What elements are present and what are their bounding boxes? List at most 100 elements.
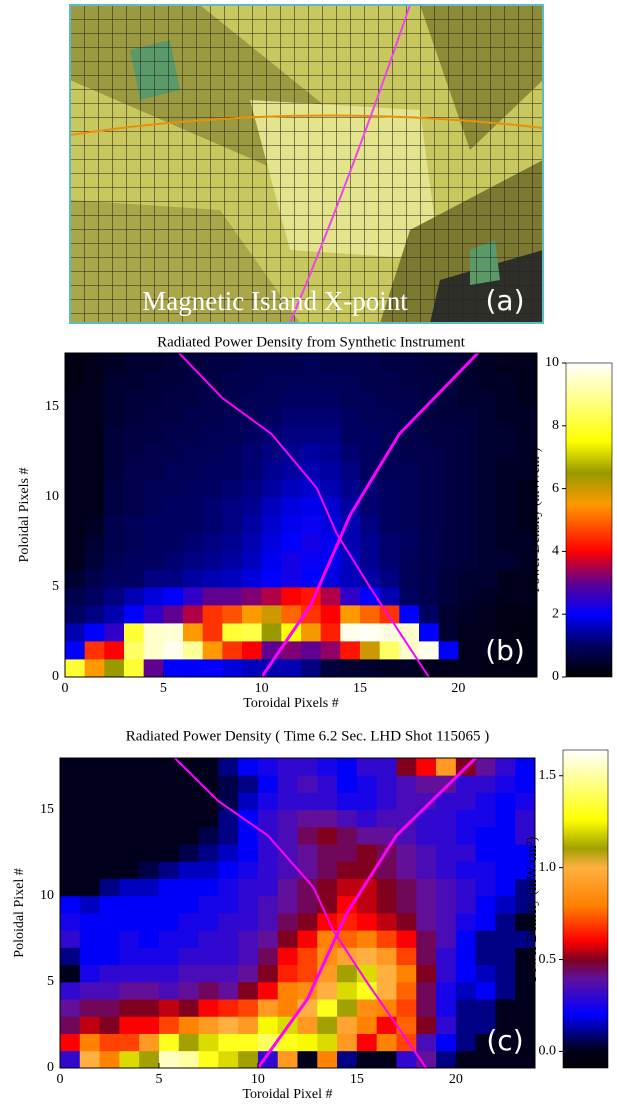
heat-cell xyxy=(144,407,164,425)
colorbar xyxy=(563,750,608,1068)
heat-cell xyxy=(60,827,80,845)
heat-cell xyxy=(495,982,515,1000)
heat-cell xyxy=(222,569,242,587)
heat-cell xyxy=(104,353,124,371)
heat-cell xyxy=(399,587,419,605)
heat-cell xyxy=(60,1034,80,1052)
heat-cell xyxy=(416,758,436,776)
heat-cell xyxy=(218,844,238,862)
colorbar-label: Power Density (mW/cm²) xyxy=(525,836,540,981)
heat-cell xyxy=(139,879,159,897)
heat-cell xyxy=(104,461,124,479)
colorbar-tick-label: 0 xyxy=(552,669,559,684)
heat-cell xyxy=(396,896,416,914)
heat-cell xyxy=(124,461,144,479)
heat-cell xyxy=(317,982,337,1000)
heat-cell xyxy=(183,461,203,479)
heat-cell xyxy=(281,587,301,605)
heat-cell xyxy=(163,443,183,461)
heat-cell xyxy=(159,844,179,862)
heat-cell xyxy=(357,844,377,862)
heat-cell xyxy=(337,999,357,1017)
heat-cell xyxy=(124,497,144,515)
heat-cell xyxy=(456,947,476,965)
heat-cell xyxy=(242,551,262,569)
heat-cell xyxy=(65,407,85,425)
heat-cell xyxy=(281,371,301,389)
heat-cell xyxy=(60,1016,80,1034)
heat-cell xyxy=(357,965,377,983)
heat-cell xyxy=(476,930,496,948)
heat-cell xyxy=(258,861,278,879)
heat-cell xyxy=(439,371,459,389)
heat-cell xyxy=(317,758,337,776)
heat-cell xyxy=(458,389,478,407)
heat-cell xyxy=(337,879,357,897)
heat-cell xyxy=(218,1034,238,1052)
heat-cell xyxy=(80,999,100,1017)
heat-cell xyxy=(498,587,518,605)
heat-cell xyxy=(199,792,219,810)
heat-cell xyxy=(119,947,139,965)
heat-cell xyxy=(139,999,159,1017)
heat-cell xyxy=(360,605,380,623)
heat-cell xyxy=(281,515,301,533)
heat-cell xyxy=(377,930,397,948)
heat-cell xyxy=(139,965,159,983)
heat-cell xyxy=(396,999,416,1017)
heat-cell xyxy=(416,1016,436,1034)
heat-cell xyxy=(380,371,400,389)
heat-cell xyxy=(456,930,476,948)
heat-cell xyxy=(495,947,515,965)
heat-cell xyxy=(321,443,341,461)
heat-cell xyxy=(416,879,436,897)
heat-cell xyxy=(218,930,238,948)
heat-cell xyxy=(65,515,85,533)
heat-cell xyxy=(179,792,199,810)
heat-cell xyxy=(163,641,183,659)
heat-cell xyxy=(495,913,515,931)
heat-cell xyxy=(498,443,518,461)
heat-cell xyxy=(222,371,242,389)
heat-cell xyxy=(100,947,120,965)
heat-cell xyxy=(65,605,85,623)
heat-cell xyxy=(179,1016,199,1034)
heat-cell xyxy=(242,425,262,443)
heat-cell xyxy=(458,425,478,443)
heat-cell xyxy=(360,389,380,407)
heat-cell xyxy=(298,947,318,965)
heat-cell xyxy=(298,913,318,931)
heat-cell xyxy=(337,775,357,793)
heat-cell xyxy=(163,515,183,533)
heat-cell xyxy=(380,551,400,569)
heat-cell xyxy=(337,1034,357,1052)
heat-cell xyxy=(65,497,85,515)
heat-cell xyxy=(238,827,258,845)
heat-cell xyxy=(203,515,223,533)
heat-cell xyxy=(416,775,436,793)
heat-cell xyxy=(163,623,183,641)
heat-cell xyxy=(416,844,436,862)
heat-cell xyxy=(340,443,360,461)
heat-cell xyxy=(439,551,459,569)
heat-cell xyxy=(416,861,436,879)
heat-cell xyxy=(396,982,416,1000)
heat-cell xyxy=(321,623,341,641)
heat-cell xyxy=(242,659,262,677)
heat-cell xyxy=(377,1051,397,1069)
heat-cell xyxy=(278,982,298,1000)
heat-cell xyxy=(65,551,85,569)
heat-cell xyxy=(298,965,318,983)
heat-cell xyxy=(298,861,318,879)
heat-cell xyxy=(60,861,80,879)
heat-cell xyxy=(65,587,85,605)
heat-cell xyxy=(124,407,144,425)
heat-cell xyxy=(281,479,301,497)
heat-cell xyxy=(419,551,439,569)
chart-title: Radiated Power Density ( Time 6.2 Sec. L… xyxy=(126,728,490,744)
heat-cell xyxy=(416,913,436,931)
heat-cell xyxy=(357,947,377,965)
heat-cell xyxy=(199,810,219,828)
heat-cell xyxy=(360,425,380,443)
